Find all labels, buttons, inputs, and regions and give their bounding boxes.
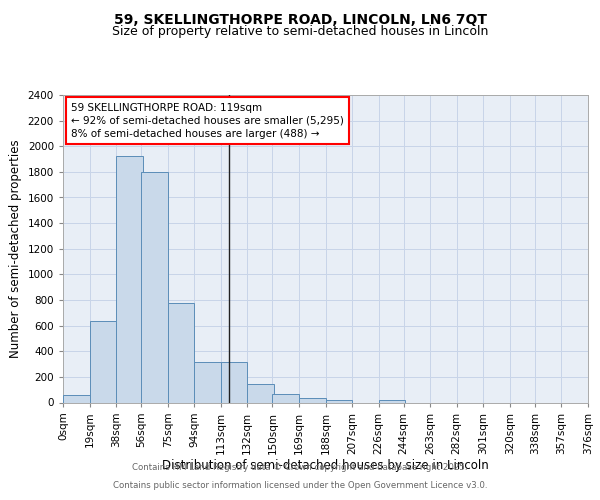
Bar — [168, 302, 194, 402]
Bar — [194, 362, 221, 403]
Bar — [379, 400, 405, 402]
Bar — [63, 396, 89, 402]
Bar — [89, 320, 116, 402]
Text: 59, SKELLINGTHORPE ROAD, LINCOLN, LN6 7QT: 59, SKELLINGTHORPE ROAD, LINCOLN, LN6 7Q… — [113, 12, 487, 26]
Text: 59 SKELLINGTHORPE ROAD: 119sqm
← 92% of semi-detached houses are smaller (5,295): 59 SKELLINGTHORPE ROAD: 119sqm ← 92% of … — [71, 102, 344, 139]
Bar — [299, 398, 325, 402]
Text: Contains public sector information licensed under the Open Government Licence v3: Contains public sector information licen… — [113, 481, 487, 490]
Text: Contains HM Land Registry data © Crown copyright and database right 2025.: Contains HM Land Registry data © Crown c… — [132, 464, 468, 472]
X-axis label: Distribution of semi-detached houses by size in Lincoln: Distribution of semi-detached houses by … — [162, 459, 489, 472]
Bar — [272, 394, 299, 402]
Bar — [221, 362, 247, 403]
Y-axis label: Number of semi-detached properties: Number of semi-detached properties — [9, 140, 22, 358]
Bar — [247, 384, 274, 402]
Bar — [116, 156, 143, 402]
Text: Size of property relative to semi-detached houses in Lincoln: Size of property relative to semi-detach… — [112, 25, 488, 38]
Bar — [141, 172, 168, 402]
Bar — [325, 400, 352, 402]
